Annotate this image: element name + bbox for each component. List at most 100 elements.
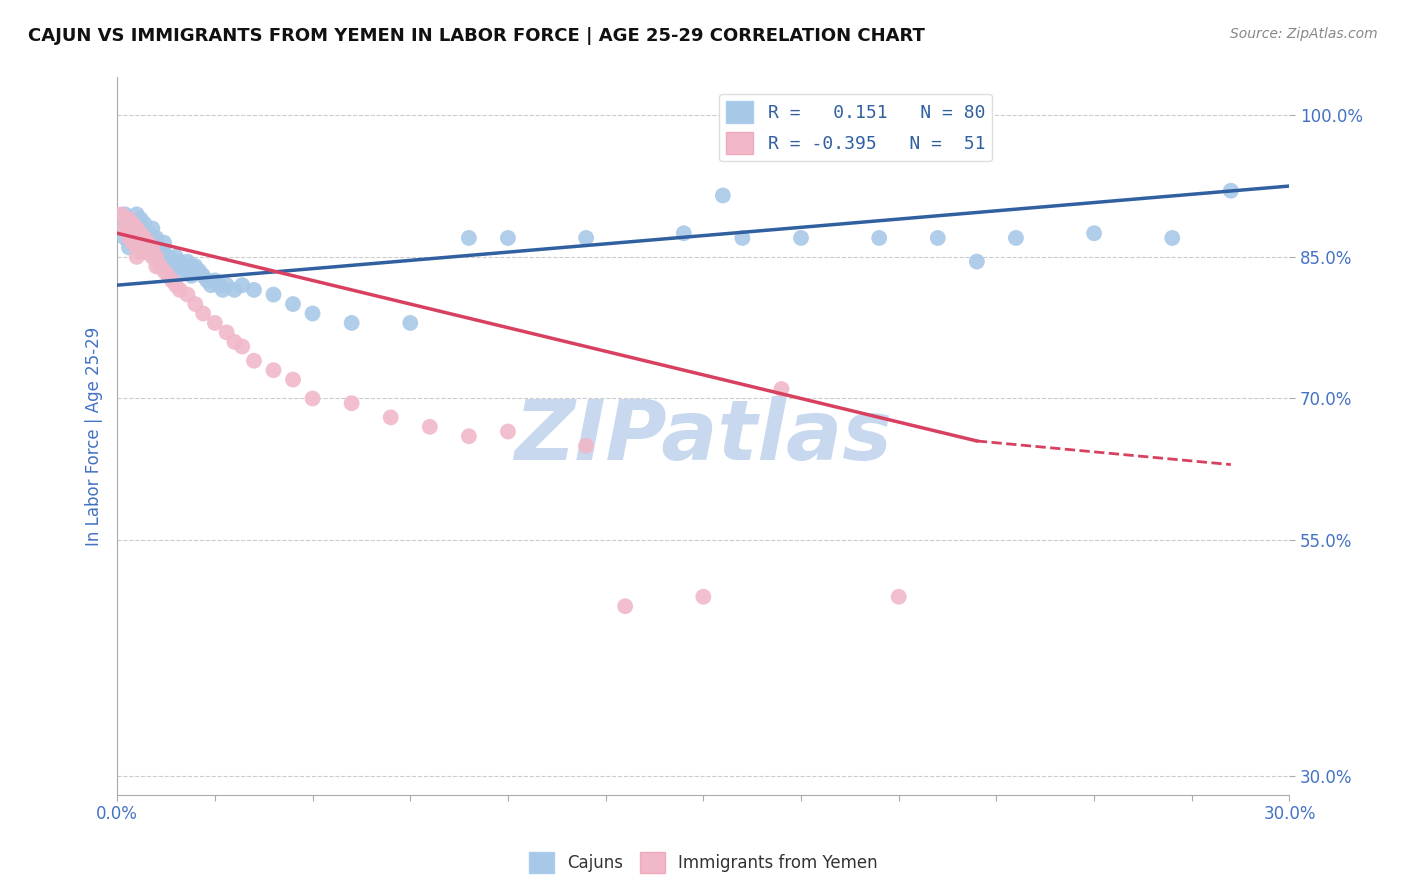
Point [121, 235, 143, 250]
Point [125, 231, 148, 245]
Point [176, 287, 198, 301]
Point [496, 231, 519, 245]
Point [301, 392, 323, 406]
Point [672, 226, 695, 240]
Legend: Cajuns, Immigrants from Yemen: Cajuns, Immigrants from Yemen [522, 846, 884, 880]
Point [118, 240, 141, 254]
Point [114, 212, 136, 227]
Point [156, 268, 179, 283]
Point [114, 221, 136, 235]
Point [129, 245, 152, 260]
Point [149, 254, 172, 268]
Point [153, 264, 176, 278]
Point [134, 231, 156, 245]
Point [125, 207, 148, 221]
Point [129, 226, 152, 240]
Point [281, 297, 304, 311]
Point [129, 212, 152, 227]
Y-axis label: In Labor Force | Age 25-29: In Labor Force | Age 25-29 [86, 326, 103, 546]
Point [169, 264, 191, 278]
Point [156, 260, 179, 274]
Point [149, 260, 172, 274]
Legend: R =   0.151   N = 80, R = -0.395   N =  51: R = 0.151 N = 80, R = -0.395 N = 51 [718, 94, 993, 161]
Point [121, 217, 143, 231]
Point [614, 599, 637, 614]
Point [790, 231, 813, 245]
Point [399, 316, 422, 330]
Point [138, 226, 160, 240]
Text: Source: ZipAtlas.com: Source: ZipAtlas.com [1230, 27, 1378, 41]
Point [231, 340, 253, 354]
Point [145, 240, 167, 254]
Point [156, 250, 179, 264]
Point [204, 273, 226, 287]
Point [184, 260, 207, 274]
Point [121, 231, 143, 245]
Point [191, 306, 214, 320]
Point [153, 245, 176, 260]
Point [160, 273, 183, 287]
Point [121, 226, 143, 240]
Point [160, 264, 183, 278]
Point [1161, 231, 1184, 245]
Point [138, 235, 160, 250]
Point [191, 268, 214, 283]
Point [263, 363, 285, 377]
Point [169, 254, 191, 268]
Point [224, 334, 246, 349]
Point [770, 382, 793, 396]
Point [215, 326, 238, 340]
Point [129, 240, 152, 254]
Point [134, 226, 156, 240]
Point [165, 278, 187, 293]
Point [195, 273, 218, 287]
Point [141, 231, 163, 245]
Point [1083, 226, 1105, 240]
Point [153, 235, 176, 250]
Point [211, 283, 233, 297]
Point [125, 221, 148, 235]
Point [125, 240, 148, 254]
Point [966, 254, 988, 268]
Point [169, 283, 191, 297]
Point [134, 217, 156, 231]
Point [121, 235, 143, 250]
Point [114, 207, 136, 221]
Point [301, 306, 323, 320]
Point [1005, 231, 1028, 245]
Point [160, 254, 183, 268]
Point [380, 410, 402, 425]
Point [138, 235, 160, 250]
Text: ZIPatlas: ZIPatlas [515, 396, 893, 476]
Point [263, 287, 285, 301]
Point [180, 268, 202, 283]
Point [243, 283, 266, 297]
Point [129, 231, 152, 245]
Point [208, 278, 231, 293]
Point [575, 439, 598, 453]
Point [180, 260, 202, 274]
Point [711, 188, 734, 202]
Point [204, 316, 226, 330]
Point [200, 278, 222, 293]
Point [138, 245, 160, 260]
Point [114, 231, 136, 245]
Point [145, 231, 167, 245]
Point [118, 221, 141, 235]
Point [340, 396, 363, 410]
Point [129, 221, 152, 235]
Point [129, 235, 152, 250]
Point [1219, 184, 1241, 198]
Point [141, 250, 163, 264]
Point [692, 590, 714, 604]
Point [281, 373, 304, 387]
Point [134, 245, 156, 260]
Point [110, 221, 132, 235]
Point [125, 231, 148, 245]
Point [125, 240, 148, 254]
Point [145, 250, 167, 264]
Point [165, 260, 187, 274]
Point [125, 221, 148, 235]
Point [224, 283, 246, 297]
Point [118, 231, 141, 245]
